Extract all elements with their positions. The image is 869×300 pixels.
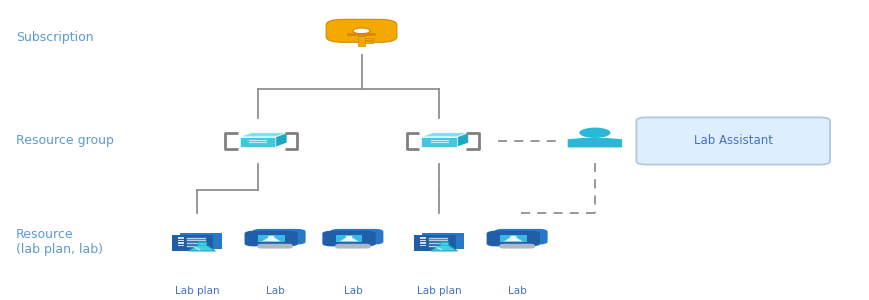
FancyBboxPatch shape [329,229,383,244]
Bar [178,242,184,244]
Circle shape [353,28,369,34]
Polygon shape [338,236,359,242]
Bar [420,237,426,239]
FancyBboxPatch shape [322,231,375,246]
Text: Lab: Lab [343,286,362,296]
Text: Lab: Lab [265,286,284,296]
Polygon shape [240,137,275,147]
FancyBboxPatch shape [326,20,396,42]
Polygon shape [189,242,216,251]
Polygon shape [261,236,282,242]
Polygon shape [421,133,468,137]
FancyBboxPatch shape [171,235,213,251]
Text: Lab plan: Lab plan [416,286,461,296]
Polygon shape [567,138,621,148]
Text: Lab plan: Lab plan [175,286,219,296]
Bar [272,243,277,245]
FancyBboxPatch shape [252,229,305,244]
Polygon shape [502,236,523,242]
Bar [440,242,448,245]
Bar [420,244,426,247]
Circle shape [579,128,610,138]
Bar [420,242,426,244]
Bar [198,242,206,245]
Text: Resource
(lab plan, lab): Resource (lab plan, lab) [16,228,103,256]
FancyBboxPatch shape [335,236,362,242]
FancyBboxPatch shape [413,235,455,251]
Polygon shape [240,133,287,137]
FancyBboxPatch shape [500,236,526,242]
Bar [514,243,520,245]
FancyBboxPatch shape [494,229,547,244]
Text: Subscription: Subscription [16,31,93,44]
Text: Lab: Lab [507,286,526,296]
Text: Lab Assistant: Lab Assistant [693,134,772,148]
FancyBboxPatch shape [244,231,298,246]
Polygon shape [421,137,457,147]
FancyBboxPatch shape [180,233,222,249]
Bar [365,38,373,40]
Polygon shape [430,242,457,251]
Bar [178,239,184,242]
Bar [349,243,355,245]
Polygon shape [457,133,468,147]
FancyBboxPatch shape [258,236,284,242]
FancyBboxPatch shape [636,117,829,165]
Bar [365,41,373,43]
Bar [357,36,365,46]
Bar [420,239,426,242]
Polygon shape [275,133,287,147]
FancyBboxPatch shape [421,233,463,249]
FancyBboxPatch shape [499,244,534,249]
Text: Resource group: Resource group [16,134,114,148]
FancyBboxPatch shape [335,244,370,249]
FancyBboxPatch shape [486,231,540,246]
FancyBboxPatch shape [257,244,292,249]
Bar [178,244,184,247]
Bar [178,237,184,239]
